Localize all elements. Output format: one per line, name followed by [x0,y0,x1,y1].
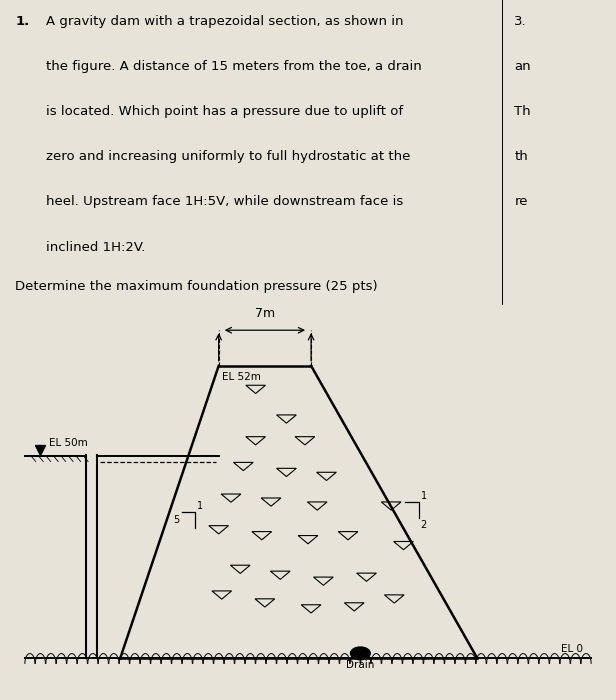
Text: inclined 1H:2V.: inclined 1H:2V. [46,241,145,253]
Text: EL 52m: EL 52m [222,372,261,382]
Text: EL 0: EL 0 [561,644,583,654]
Text: 1: 1 [421,491,427,501]
Text: Drain: Drain [346,661,375,671]
Text: heel. Upstream face 1H:5V, while downstream face is: heel. Upstream face 1H:5V, while downstr… [46,195,403,209]
Text: an: an [514,60,531,74]
Text: 3.: 3. [514,15,527,28]
Text: re: re [514,195,528,209]
Circle shape [351,647,370,659]
Text: EL 50m: EL 50m [49,438,88,448]
Text: A gravity dam with a trapezoidal section, as shown in: A gravity dam with a trapezoidal section… [46,15,403,28]
Text: 7m: 7m [255,307,275,321]
Text: 1: 1 [197,501,203,511]
Text: zero and increasing uniformly to full hydrostatic at the: zero and increasing uniformly to full hy… [46,150,411,163]
Text: 2: 2 [421,520,427,530]
Text: Th: Th [514,106,531,118]
Text: 5: 5 [174,515,180,525]
Text: Determine the maximum foundation pressure (25 pts): Determine the maximum foundation pressur… [15,279,378,293]
Text: 1.: 1. [15,15,30,28]
Text: th: th [514,150,528,163]
Text: is located. Which point has a pressure due to uplift of: is located. Which point has a pressure d… [46,106,403,118]
Text: the figure. A distance of 15 meters from the toe, a drain: the figure. A distance of 15 meters from… [46,60,422,74]
